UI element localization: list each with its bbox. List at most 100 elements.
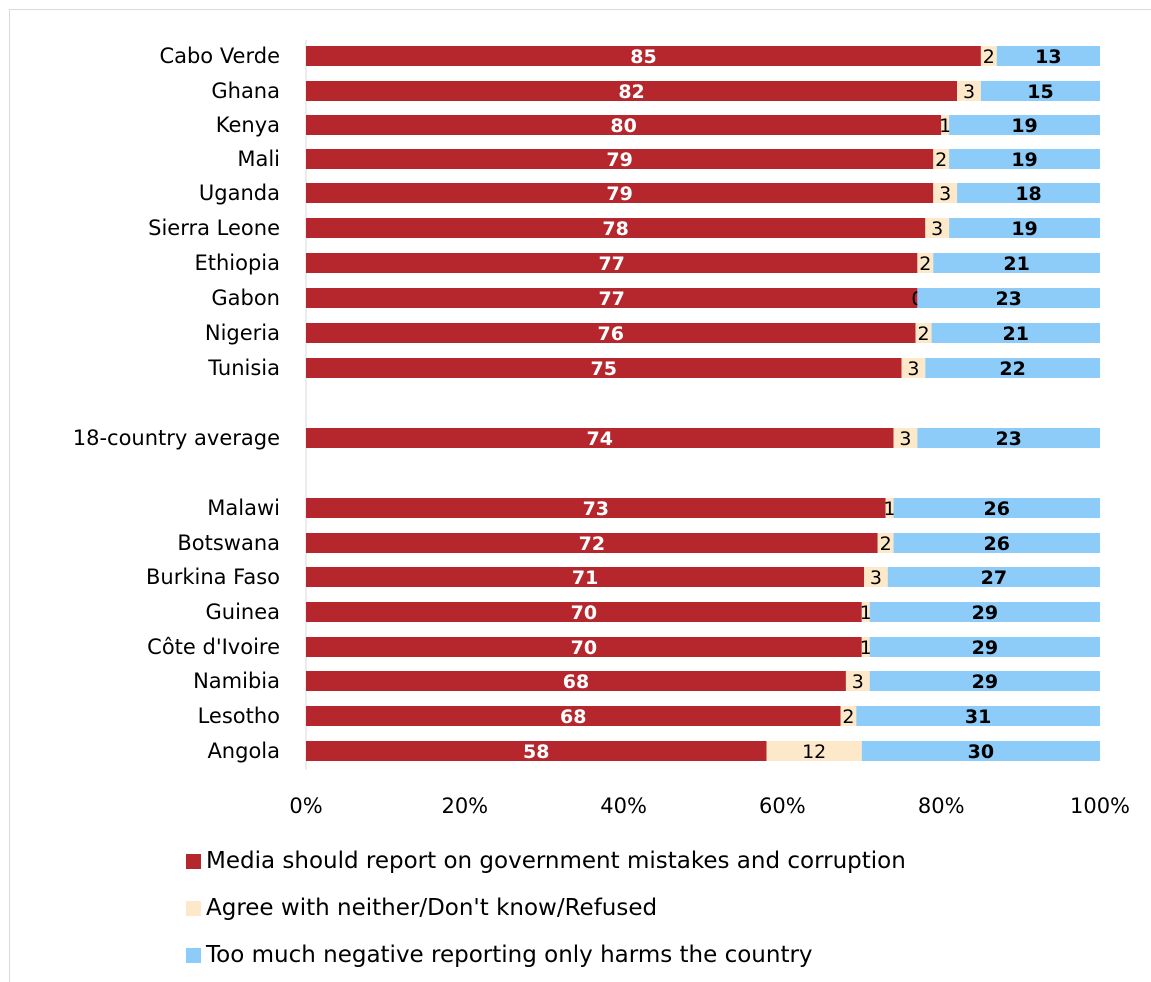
data-label-harm-cabo-verde: 13 xyxy=(1035,46,1061,68)
legend-item-neither: Agree with neither/Don't know/Refused xyxy=(186,895,657,921)
bar-neither-ethiopia xyxy=(917,253,934,273)
bar-neither-sierra-leone xyxy=(925,218,950,238)
category-label-ghana: Ghana xyxy=(211,79,280,103)
data-label-neither-botswana: 2 xyxy=(880,533,892,555)
data-label-media-uganda: 79 xyxy=(606,183,632,205)
category-label-tunisia: Tunisia xyxy=(207,356,280,380)
bar-harm-sierra-leone xyxy=(949,218,1100,238)
category-label-cabo-verde: Cabo Verde xyxy=(159,44,280,68)
category-label-18-country-average: 18-country average xyxy=(73,426,280,450)
chart-frame xyxy=(9,9,1151,982)
data-label-neither-guinea: 1 xyxy=(860,602,872,624)
x-tick-label-4: 80% xyxy=(918,794,965,818)
bar-harm-burkina-faso xyxy=(887,567,1100,587)
bar-harm-namibia xyxy=(869,671,1100,691)
bar-media-angola xyxy=(306,741,767,761)
data-label-harm-ghana: 15 xyxy=(1027,81,1053,103)
category-label-lesotho: Lesotho xyxy=(198,704,280,728)
bar-neither-uganda xyxy=(933,183,958,203)
category-label-ethiopia: Ethiopia xyxy=(194,251,280,275)
data-label-neither-18-country-average: 3 xyxy=(899,428,911,450)
category-label-namibia: Namibia xyxy=(193,669,280,693)
bar-neither-namibia xyxy=(845,671,870,691)
bar-media-burkina-faso xyxy=(306,567,865,587)
data-label-media-ghana: 82 xyxy=(618,81,644,103)
legend-item-harm: Too much negative reporting only harms t… xyxy=(186,942,813,968)
bar-harm-mali xyxy=(949,149,1100,169)
category-label-malawi: Malawi xyxy=(207,496,280,520)
bar-media-botswana xyxy=(306,533,878,553)
data-label-harm-tunisia: 22 xyxy=(999,358,1025,380)
category-label-mali: Mali xyxy=(237,147,280,171)
bar-media-mali xyxy=(306,149,934,169)
bar-harm-gabon xyxy=(917,288,1100,308)
category-label-angola: Angola xyxy=(207,739,280,763)
bar-neither-tunisia xyxy=(901,358,926,378)
category-label-burkina-faso: Burkina Faso xyxy=(146,565,280,589)
bar-harm-tunisia xyxy=(925,358,1100,378)
bar-media-uganda xyxy=(306,183,934,203)
bar-neither-kenya xyxy=(941,115,950,135)
data-label-media-kenya: 80 xyxy=(610,115,636,137)
data-label-neither-mali: 2 xyxy=(935,149,947,171)
bar-neither-c-te-d-ivoire xyxy=(861,637,870,657)
x-tick-label-3: 60% xyxy=(759,794,806,818)
bar-neither-burkina-faso xyxy=(864,567,888,587)
data-label-neither-angola: 12 xyxy=(802,741,826,763)
data-label-media-burkina-faso: 71 xyxy=(572,567,598,589)
data-label-harm-lesotho: 31 xyxy=(965,706,991,728)
bar-media-c-te-d-ivoire xyxy=(306,637,862,657)
bar-harm-nigeria xyxy=(931,323,1100,343)
bar-harm-cabo-verde xyxy=(996,46,1100,66)
legend-label-media: Media should report on government mistak… xyxy=(206,848,906,874)
data-label-neither-burkina-faso: 3 xyxy=(870,567,882,589)
bar-neither-18-country-average xyxy=(893,428,918,448)
data-label-media-gabon: 77 xyxy=(598,288,624,310)
data-label-harm-mali: 19 xyxy=(1011,149,1037,171)
data-label-harm-malawi: 26 xyxy=(984,498,1010,520)
category-label-nigeria: Nigeria xyxy=(205,321,280,345)
legend-swatch-media xyxy=(186,853,201,869)
data-label-harm-sierra-leone: 19 xyxy=(1011,218,1037,240)
x-tick-label-0: 0% xyxy=(289,794,322,818)
data-label-media-sierra-leone: 78 xyxy=(602,218,628,240)
bar-harm-angola xyxy=(861,741,1100,761)
data-label-neither-nigeria: 2 xyxy=(918,323,930,345)
data-label-harm-18-country-average: 23 xyxy=(995,428,1021,450)
bar-media-cabo-verde xyxy=(306,46,981,66)
x-tick-label-2: 40% xyxy=(600,794,647,818)
data-label-harm-uganda: 18 xyxy=(1015,183,1041,205)
legend-item-media: Media should report on government mistak… xyxy=(186,848,906,874)
data-label-neither-ghana: 3 xyxy=(963,81,975,103)
bar-media-namibia xyxy=(306,671,846,691)
category-label-guinea: Guinea xyxy=(205,600,280,624)
bar-media-lesotho xyxy=(306,706,841,726)
data-label-media-cabo-verde: 85 xyxy=(630,46,656,68)
data-label-harm-guinea: 29 xyxy=(972,602,998,624)
legend-label-harm: Too much negative reporting only harms t… xyxy=(206,942,813,968)
bar-media-ethiopia xyxy=(306,253,918,273)
category-label-sierra-leone: Sierra Leone xyxy=(148,216,280,240)
category-label-botswana: Botswana xyxy=(177,531,280,555)
data-label-neither-malawi: 1 xyxy=(884,498,896,520)
data-label-media-ethiopia: 77 xyxy=(598,253,624,275)
bar-neither-cabo-verde xyxy=(980,46,997,66)
bar-media-malawi xyxy=(306,498,886,518)
bar-media-18-country-average xyxy=(306,428,894,448)
data-label-media-c-te-d-ivoire: 70 xyxy=(571,637,597,659)
legend-swatch-neither xyxy=(186,900,201,916)
data-label-harm-kenya: 19 xyxy=(1011,115,1037,137)
category-label-uganda: Uganda xyxy=(199,181,280,205)
bar-harm-lesotho xyxy=(856,706,1100,726)
data-label-neither-tunisia: 3 xyxy=(907,358,919,380)
data-label-media-malawi: 73 xyxy=(583,498,609,520)
data-label-media-namibia: 68 xyxy=(563,671,589,693)
bar-neither-malawi xyxy=(885,498,894,518)
bar-media-kenya xyxy=(306,115,942,135)
data-label-harm-nigeria: 21 xyxy=(1003,323,1029,345)
bar-harm-guinea xyxy=(869,602,1100,622)
bar-media-ghana xyxy=(306,81,958,101)
data-label-harm-namibia: 29 xyxy=(972,671,998,693)
data-label-neither-ethiopia: 2 xyxy=(919,253,931,275)
